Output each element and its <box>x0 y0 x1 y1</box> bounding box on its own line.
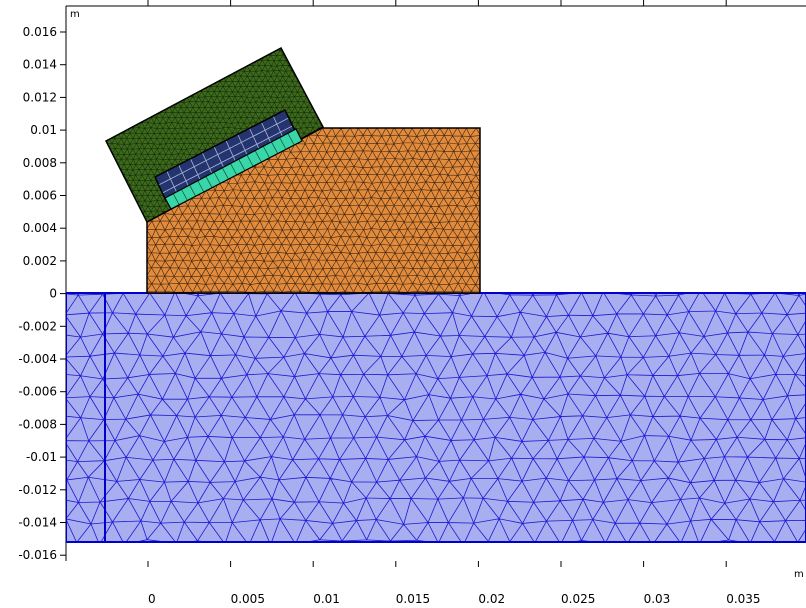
substrate-domain <box>66 292 806 543</box>
x-tick-label: 0.035 <box>726 592 760 606</box>
y-tick-label: -0.016 <box>18 548 57 562</box>
y-tick-label: -0.012 <box>18 483 57 497</box>
x-axis: 0 0.005 0.01 0.015 0.02 0.025 0.03 0.035 <box>147 0 761 606</box>
x-tick-label: 0.02 <box>478 592 505 606</box>
y-tick-label: -0.006 <box>18 385 57 399</box>
y-tick-label: 0.01 <box>30 123 57 137</box>
y-tick-label: 0.012 <box>23 90 57 104</box>
y-tick-label: -0.002 <box>18 319 57 333</box>
x-tick-label: 0.025 <box>561 592 595 606</box>
y-tick-label: 0 <box>49 287 57 301</box>
substrate-mesh <box>66 293 806 542</box>
y-tick-label: 0.016 <box>23 25 57 39</box>
y-axis: 0.016 0.014 0.012 0.01 0.008 0.006 0.004 0.002 0… <box>18 25 66 562</box>
y-tick-label: 0.008 <box>23 156 57 170</box>
x-tick-label: 0.01 <box>313 592 340 606</box>
y-tick-label: -0.008 <box>18 417 57 431</box>
y-tick-label: 0.014 <box>23 58 57 72</box>
coil-strip-domain <box>164 128 303 210</box>
y-tick-label: -0.01 <box>26 450 57 464</box>
y-tick-label: 0.006 <box>23 189 57 203</box>
x-tick-label: 0.015 <box>396 592 430 606</box>
y-tick-label: 0.002 <box>23 254 57 268</box>
x-unit-label: m <box>794 569 804 580</box>
y-tick-label: 0.004 <box>23 221 57 235</box>
y-tick-label: -0.004 <box>18 352 57 366</box>
x-tick-label: 0.03 <box>644 592 671 606</box>
y-unit-label: m <box>70 9 80 20</box>
x-tick-label: 0.005 <box>231 592 265 606</box>
y-tick-label: -0.014 <box>18 516 57 530</box>
x-tick-label: 0 <box>148 592 156 606</box>
